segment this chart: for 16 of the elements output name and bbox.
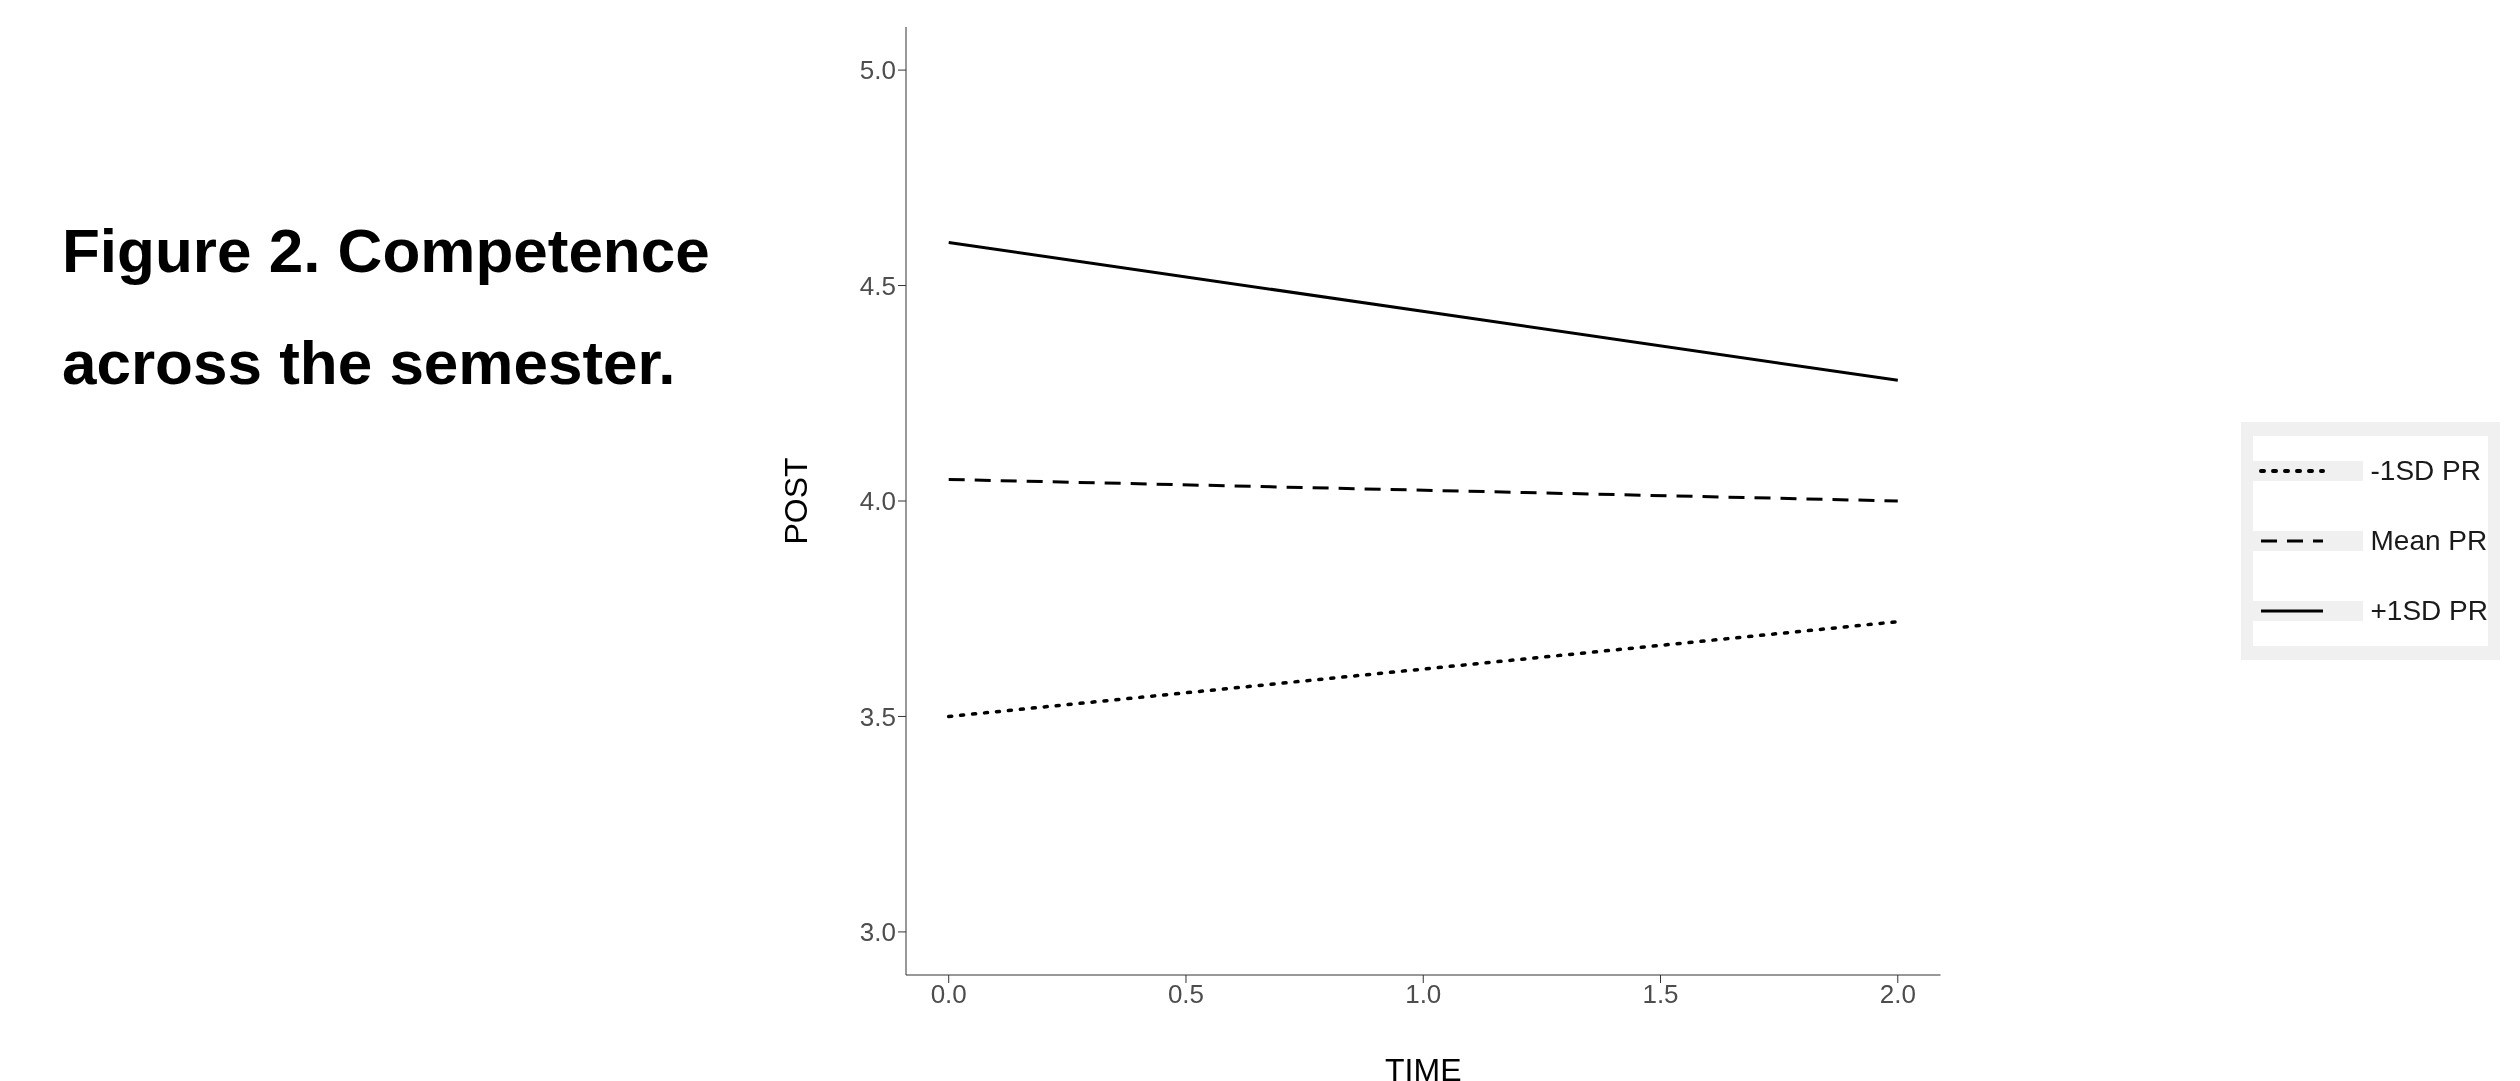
y-axis-title: POST	[778, 457, 815, 545]
x-tick-label: 1.5	[1642, 979, 1679, 1010]
legend-label: +1SD PR	[2370, 594, 2488, 627]
y-tick-label: 3.5	[859, 701, 896, 732]
y-tick-label: 3.0	[859, 917, 896, 948]
legend-label: Mean PR	[2370, 524, 2488, 557]
x-axis-title: TIME	[1385, 1052, 1462, 1081]
x-tick-label: 0.5	[1167, 979, 1205, 1010]
x-tick-label: 1.0	[1405, 979, 1442, 1010]
legend-label: -1SD PR	[2370, 454, 2481, 487]
x-tick-label: 2.0	[1879, 979, 1916, 1010]
text: Figure 2. Competence across the semester.	[62, 216, 710, 397]
y-tick-label: 5.0	[859, 55, 896, 86]
y-tick-label: 4.0	[859, 486, 896, 517]
x-tick-label: 0.0	[930, 979, 967, 1010]
y-tick-label: 4.5	[859, 270, 896, 301]
